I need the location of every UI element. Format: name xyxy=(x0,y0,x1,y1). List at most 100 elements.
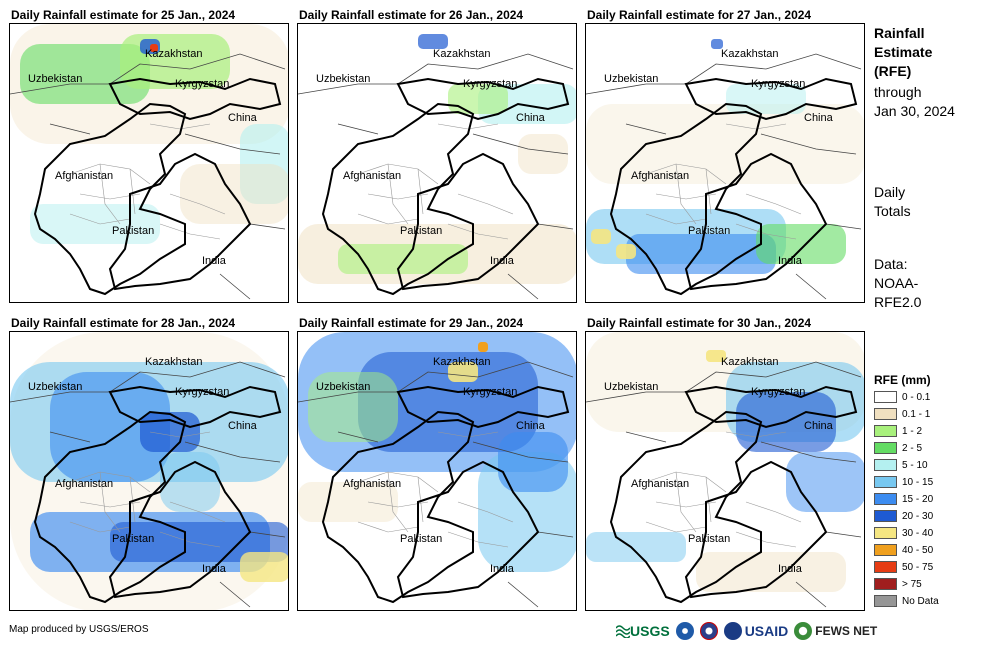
legend-item: 0.1 - 1 xyxy=(874,407,930,421)
side-through: through xyxy=(874,84,922,100)
legend-label: 0.1 - 1 xyxy=(902,408,931,420)
country-label-afghanistan: Afghanistan xyxy=(631,170,689,182)
panel-title: Daily Rainfall estimate for 25 Jan., 202… xyxy=(11,8,236,22)
legend-item: 2 - 5 xyxy=(874,441,922,455)
country-label-uzbekistan: Uzbekistan xyxy=(604,73,658,85)
central-asia-border xyxy=(396,385,570,429)
pakistan-border xyxy=(684,152,828,291)
map-svg: Kazakhstan Uzbekistan Kyrgyzstan China Afgha… xyxy=(586,39,864,300)
map-svg: Kazakhstan Uzbekistan Kyrgyzstan China Afgha… xyxy=(586,332,864,608)
panel-title: Daily Rainfall estimate for 29 Jan., 202… xyxy=(299,316,524,330)
country-boundaries xyxy=(10,361,286,608)
rainfall-area xyxy=(110,522,288,562)
central-asia-border xyxy=(684,385,858,429)
side-totals: Daily Totals xyxy=(874,183,911,221)
rainfall-area xyxy=(586,104,864,184)
legend-swatch xyxy=(874,527,897,539)
country-label-uzbekistan: Uzbekistan xyxy=(316,73,370,85)
legend-swatch xyxy=(874,442,897,454)
side-daily: Daily xyxy=(874,184,906,200)
legend-swatch xyxy=(874,595,897,607)
legend-label: 40 - 50 xyxy=(902,544,934,556)
panel-title: Daily Rainfall estimate for 28 Jan., 202… xyxy=(11,316,236,330)
legend-item: No Data xyxy=(874,594,939,608)
country-label-india: India xyxy=(202,563,227,575)
rainfall-area xyxy=(20,44,150,104)
country-label-kyrgyzstan: Kyrgyzstan xyxy=(463,78,517,90)
country-label-india: India xyxy=(202,255,227,267)
country-label-pakistan: Pakistan xyxy=(400,533,442,545)
legend-item: > 75 xyxy=(874,577,922,591)
legend-swatch xyxy=(874,493,897,505)
central-asia-border xyxy=(108,385,282,429)
legend-title: RFE (mm) xyxy=(874,373,931,387)
map-svg: Kazakhstan Uzbekistan Kyrgyzstan China Afgha… xyxy=(298,332,576,608)
fewsnet-logo: FEWS NET xyxy=(794,622,877,640)
legend-label: 30 - 40 xyxy=(902,527,934,539)
country-label-kyrgyzstan: Kyrgyzstan xyxy=(463,386,517,398)
rainfall-area xyxy=(711,39,723,49)
pakistan-border xyxy=(108,460,252,599)
rainfall-area xyxy=(308,372,398,442)
usaid-logo: USAID xyxy=(723,622,788,640)
province-boundaries xyxy=(69,123,226,240)
legend-item: 40 - 50 xyxy=(874,543,933,557)
rainfall-area xyxy=(786,452,864,512)
country-boundaries xyxy=(586,53,862,300)
afghanistan-border xyxy=(609,102,763,296)
province-boundaries xyxy=(645,431,802,548)
country-label-afghanistan: Afghanistan xyxy=(343,170,401,182)
legend-item: 50 - 75 xyxy=(874,560,933,574)
province-boundaries xyxy=(357,123,514,240)
rainfall-area xyxy=(478,342,488,352)
legend-item: 15 - 20 xyxy=(874,492,933,506)
rainfall-area xyxy=(626,234,776,274)
rainfall-area xyxy=(448,84,508,114)
rainfall-area xyxy=(298,482,398,522)
rainfall-area xyxy=(180,164,288,224)
country-label-kyrgyzstan: Kyrgyzstan xyxy=(175,386,229,398)
logo-strip: USGS USAID FEWS NET xyxy=(616,617,877,645)
legend-swatch xyxy=(874,476,897,488)
legend-label: 5 - 10 xyxy=(902,459,928,471)
country-label-uzbekistan: Uzbekistan xyxy=(28,381,82,393)
pakistan-border xyxy=(108,152,252,291)
rainfall-map: Kazakhstan Uzbekistan Kyrgyzstan China Afgha… xyxy=(9,23,289,303)
country-label-afghanistan: Afghanistan xyxy=(343,478,401,490)
rainfall-map: Kazakhstan Uzbekistan Kyrgyzstan China Afgha… xyxy=(297,331,577,611)
legend-label: No Data xyxy=(902,595,939,607)
afghanistan-border xyxy=(609,410,763,604)
country-label-uzbekistan: Uzbekistan xyxy=(28,73,82,85)
map-panel-30-jan: Daily Rainfall estimate for 30 Jan., 202… xyxy=(585,316,875,616)
pakistan-border xyxy=(396,152,540,291)
rainfall-area xyxy=(696,552,846,592)
side-title-line3: (RFE) xyxy=(874,63,912,79)
country-label-kazakhstan: Kazakhstan xyxy=(433,356,490,368)
country-label-india: India xyxy=(490,255,515,267)
legend-swatch xyxy=(874,391,897,403)
country-label-india: India xyxy=(778,563,803,575)
country-boundaries xyxy=(298,361,574,608)
rainfall-map: Kazakhstan Uzbekistan Kyrgyzstan China Afgha… xyxy=(297,23,577,303)
side-date: Jan 30, 2024 xyxy=(874,103,955,119)
country-boundaries xyxy=(586,361,862,608)
rainfall-area xyxy=(160,452,220,512)
credit-text: Map produced by USGS/EROS xyxy=(9,624,149,635)
rainfall-area xyxy=(756,224,846,264)
side-data-src1: NOAA- xyxy=(874,275,919,291)
legend-label: 15 - 20 xyxy=(902,493,934,505)
pakistan-border xyxy=(396,460,540,599)
legend-swatch xyxy=(874,459,897,471)
rainfall-area xyxy=(358,352,538,452)
nws-emblem-icon xyxy=(699,622,718,640)
country-label-uzbekistan: Uzbekistan xyxy=(604,381,658,393)
usgs-logo: USGS xyxy=(616,623,670,639)
country-label-pakistan: Pakistan xyxy=(112,533,154,545)
panel-title: Daily Rainfall estimate for 26 Jan., 202… xyxy=(299,8,524,22)
central-asia-border xyxy=(684,77,858,121)
country-label-china: China xyxy=(804,112,834,124)
rainfall-area xyxy=(616,244,636,259)
country-label-afghanistan: Afghanistan xyxy=(631,478,689,490)
rainfall-area xyxy=(150,44,158,52)
rainfall-area xyxy=(498,432,568,492)
